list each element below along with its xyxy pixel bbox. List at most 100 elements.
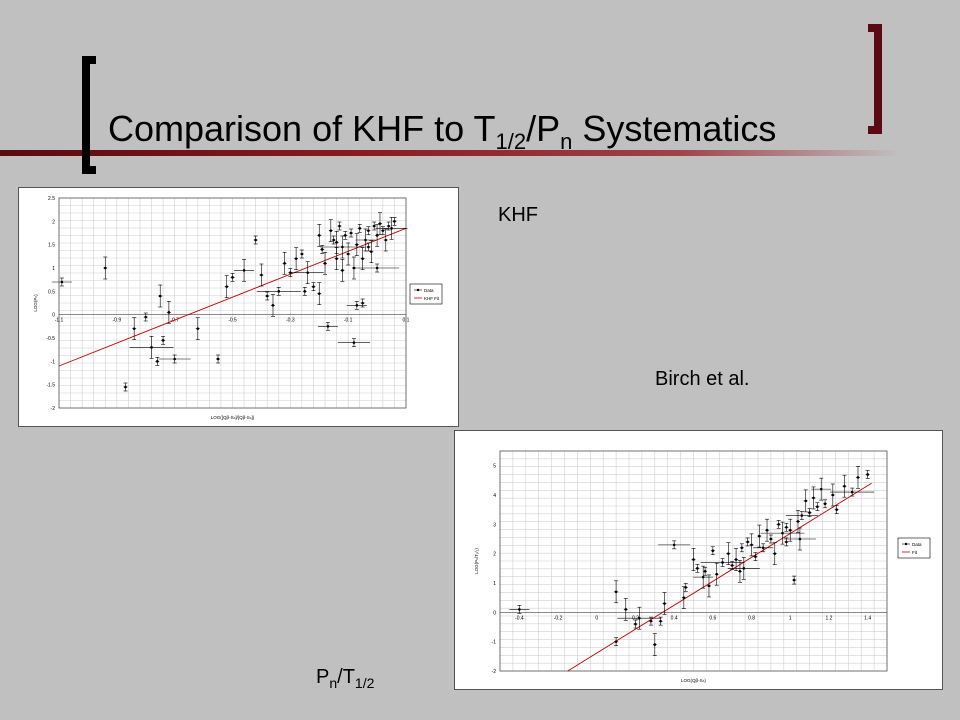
marker <box>835 508 838 511</box>
marker <box>850 490 854 494</box>
legend-fit-label: KHF Fit <box>424 296 440 301</box>
marker <box>785 525 788 529</box>
x-axis-label: LOG(Qβ-Sₙ) <box>681 678 706 683</box>
data-point <box>788 518 793 542</box>
data-point <box>161 336 166 345</box>
data-point <box>714 562 719 586</box>
data-point <box>369 240 374 263</box>
x-tick-label: -0.5 <box>228 318 237 324</box>
marker <box>294 257 298 260</box>
marker <box>320 248 324 251</box>
data-point <box>320 245 325 254</box>
data-point <box>753 543 774 553</box>
marker <box>289 271 292 274</box>
data-point <box>617 606 662 630</box>
marker <box>158 294 162 298</box>
marker <box>518 608 521 611</box>
marker <box>150 346 153 349</box>
data-point <box>706 574 711 598</box>
marker <box>387 224 390 228</box>
data-point <box>317 282 322 305</box>
data-point <box>811 486 816 510</box>
marker <box>103 266 107 270</box>
marker <box>831 493 835 497</box>
y-tick-label: -1 <box>492 640 497 646</box>
marker <box>300 252 304 256</box>
marker <box>335 257 338 260</box>
data-point <box>658 616 663 626</box>
data-point <box>354 233 359 256</box>
data-point <box>351 256 356 280</box>
marker <box>355 304 359 307</box>
marker <box>312 285 315 288</box>
data-point <box>834 505 839 514</box>
data-point <box>745 537 750 547</box>
marker <box>361 257 364 260</box>
data-point <box>291 261 324 284</box>
marker <box>692 558 695 561</box>
marker <box>738 569 742 573</box>
marker <box>812 496 815 500</box>
marker <box>161 339 165 342</box>
y-tick-label: -1 <box>51 359 56 365</box>
data-point <box>760 521 805 545</box>
marker <box>283 262 286 265</box>
marker <box>358 227 362 230</box>
data-point <box>320 235 365 259</box>
marker <box>746 540 749 544</box>
y-tick-label: 1 <box>52 266 55 272</box>
marker <box>370 250 373 253</box>
marker <box>781 531 784 535</box>
data-point <box>331 235 336 245</box>
data-point <box>343 231 348 240</box>
data-point <box>614 580 619 604</box>
data-point <box>282 252 287 275</box>
marker <box>372 224 376 228</box>
data-point <box>783 527 816 551</box>
x-tick-label: -0.7 <box>170 318 179 324</box>
data-point <box>357 224 362 233</box>
marker <box>338 224 341 228</box>
marker <box>375 234 379 237</box>
data-point <box>803 489 808 513</box>
data-point <box>842 474 847 498</box>
marker <box>271 304 275 307</box>
title-rule <box>0 150 900 156</box>
data-point <box>392 217 397 226</box>
marker <box>384 238 388 242</box>
marker <box>343 234 347 237</box>
marker <box>696 567 699 570</box>
y-tick-label: 1 <box>493 581 496 587</box>
data-point <box>366 242 371 252</box>
y-tick-label: 4 <box>493 493 496 499</box>
data-point <box>349 228 354 238</box>
marker <box>701 575 705 579</box>
data-point <box>317 322 338 331</box>
x-tick-label: -0.3 <box>286 318 295 324</box>
data-point <box>749 533 754 557</box>
marker <box>750 543 753 547</box>
marker <box>634 622 637 626</box>
data-point <box>865 470 870 479</box>
marker <box>788 528 792 532</box>
marker <box>808 511 811 514</box>
marker <box>341 245 344 249</box>
data-point <box>224 275 229 298</box>
data-point <box>811 477 832 501</box>
data-point <box>337 338 370 347</box>
legend-data-label: Data <box>424 288 434 293</box>
legend-box <box>897 537 931 559</box>
y-tick-label: 5 <box>493 464 496 470</box>
marker <box>711 549 715 553</box>
marker <box>715 572 719 576</box>
marker <box>335 241 338 244</box>
data-point <box>614 637 619 646</box>
plot-frame <box>499 450 888 672</box>
y-tick-label: 2 <box>493 552 496 558</box>
data-point <box>123 382 128 392</box>
khf-chart-panel: -1.1 -0.9 -0.7 -0.5 -0.3 -0.1 0.1 -2 -1.5 -1 -0.5 0… <box>18 187 459 427</box>
marker <box>796 520 800 523</box>
data-point <box>683 583 688 592</box>
data-point <box>703 566 708 576</box>
marker <box>124 385 127 389</box>
